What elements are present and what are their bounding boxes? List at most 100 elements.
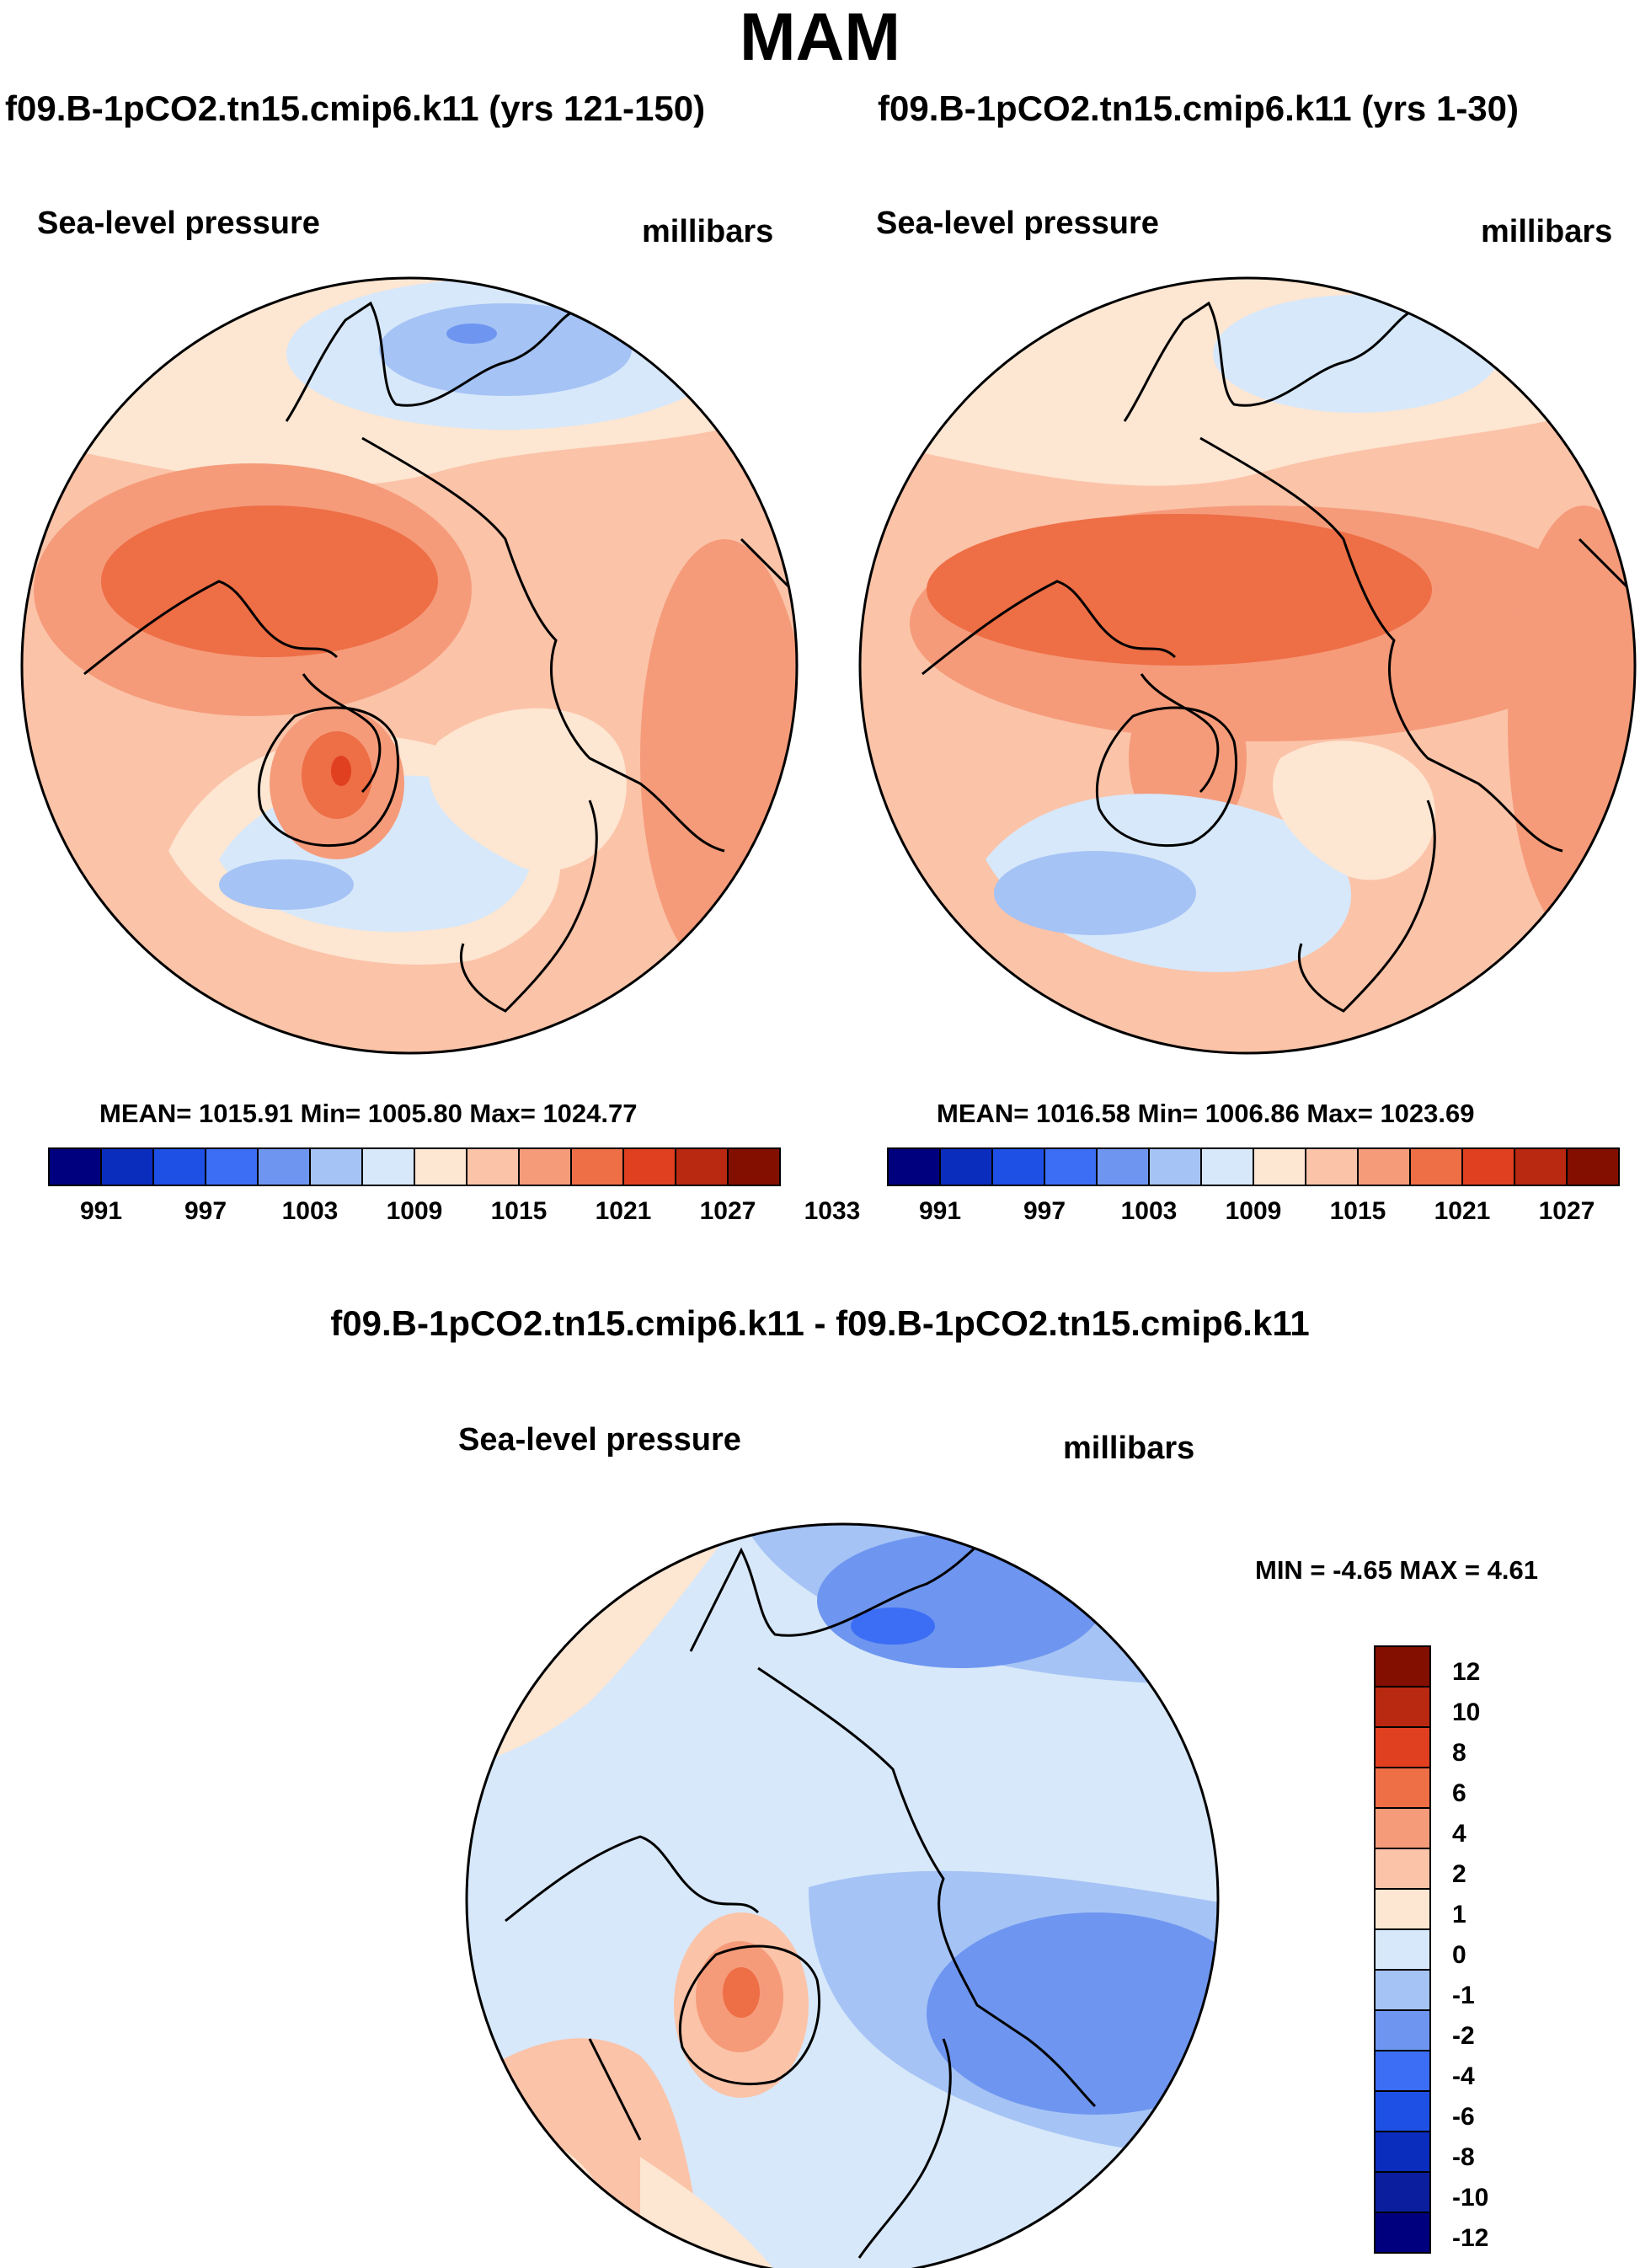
diff-units-label: millibars — [1063, 1431, 1195, 1466]
diff-colorbar-swatch — [1374, 1807, 1431, 1849]
diff-colorbar-tick-label: 10 — [1452, 1698, 1480, 1726]
left-colorbar-swatch — [100, 1147, 154, 1186]
right-colorbar-swatch — [1044, 1147, 1098, 1186]
right-colorbar-swatch — [1148, 1147, 1202, 1186]
right-map-fill — [860, 278, 1635, 1053]
right-coastlines — [921, 301, 1632, 1013]
diff-colorbar-swatch — [1374, 1686, 1431, 1728]
left-colorbar-tick-label: 1021 — [596, 1197, 652, 1225]
diff-colorbar-swatch — [1374, 1888, 1431, 1930]
left-colorbar-tick-label: 1033 — [804, 1197, 861, 1225]
diff-map — [465, 1522, 1220, 2268]
right-colorbar-swatch — [939, 1147, 993, 1186]
diff-colorbar-tick-label: -10 — [1452, 2184, 1488, 2212]
right-colorbar-swatch — [1200, 1147, 1254, 1186]
diff-colorbar-tick-label: -12 — [1452, 2224, 1488, 2252]
diff-colorbar-swatch — [1374, 1848, 1431, 1890]
left-colorbar-tick-label: 1027 — [700, 1197, 756, 1225]
right-colorbar-tick-label: 1003 — [1121, 1197, 1178, 1225]
diff-colorbar-tick-label: 8 — [1452, 1739, 1466, 1767]
right-colorbar-swatch — [887, 1147, 941, 1186]
left-stats: MEAN= 1015.91 Min= 1005.80 Max= 1024.77 — [99, 1099, 638, 1128]
left-panel-title: f09.B-1pCO2.tn15.cmip6.k11 (yrs 121-150) — [5, 88, 706, 128]
right-map — [858, 276, 1637, 1055]
right-colorbar-tick-label: 991 — [919, 1197, 961, 1225]
left-colorbar-swatch — [622, 1147, 676, 1186]
left-colorbar-swatch — [152, 1147, 206, 1186]
right-colorbar-swatch — [1305, 1147, 1359, 1186]
left-map — [20, 276, 799, 1055]
left-colorbar-tick-label: 991 — [80, 1197, 122, 1225]
left-map-boundary — [20, 276, 799, 1055]
diff-colorbar-swatch — [1374, 1767, 1431, 1809]
diff-colorbar-tick-label: 1 — [1452, 1901, 1466, 1928]
left-colorbar-tick-label: 1009 — [387, 1197, 443, 1225]
diff-colorbar-swatch — [1374, 2171, 1431, 2213]
left-colorbar-tick-label: 997 — [184, 1197, 227, 1225]
right-colorbar-tick-label: 1015 — [1330, 1197, 1386, 1225]
right-colorbar-swatch — [1096, 1147, 1150, 1186]
right-stats: MEAN= 1016.58 Min= 1006.86 Max= 1023.69 — [937, 1099, 1475, 1128]
diff-colorbar-swatch — [1374, 1928, 1431, 1971]
right-colorbar-tick-label: 997 — [1023, 1197, 1066, 1225]
left-colorbar-tick-label: 1015 — [491, 1197, 548, 1225]
left-colorbar-swatch — [257, 1147, 311, 1186]
diff-map-boundary — [465, 1522, 1220, 2268]
right-colorbar-swatch — [1357, 1147, 1411, 1186]
left-units-label: millibars — [642, 214, 774, 249]
figure-title: MAM — [739, 0, 901, 74]
right-variable-label: Sea-level pressure — [876, 206, 1159, 241]
right-colorbar-swatch — [991, 1147, 1045, 1186]
diff-colorbar-tick-label: -6 — [1452, 2103, 1475, 2131]
right-colorbar-swatch — [1514, 1147, 1568, 1186]
diff-colorbar-tick-label: 6 — [1452, 1779, 1466, 1807]
diff-colorbar-tick-label: -8 — [1452, 2143, 1475, 2171]
right-colorbar-swatch — [1461, 1147, 1515, 1186]
left-colorbar-swatch — [205, 1147, 259, 1186]
right-map-boundary — [858, 276, 1637, 1055]
diff-colorbar-swatch — [1374, 2212, 1431, 2254]
right-colorbar-tick-label: 1021 — [1434, 1197, 1491, 1225]
right-colorbar-tick-label: 1027 — [1539, 1197, 1595, 1225]
left-colorbar-swatch — [414, 1147, 467, 1186]
left-map-fill — [22, 278, 797, 1053]
right-colorbar-tick-label: 1009 — [1226, 1197, 1282, 1225]
left-colorbar-swatch — [466, 1147, 520, 1186]
diff-variable-label: Sea-level pressure — [458, 1422, 741, 1458]
left-colorbar-swatch — [675, 1147, 729, 1186]
diff-colorbar-swatch — [1374, 2050, 1431, 2092]
left-colorbar-swatch — [570, 1147, 624, 1186]
diff-map-fill — [467, 1524, 1218, 2268]
diff-colorbar-swatch — [1374, 1969, 1431, 2011]
right-colorbar-swatch — [1253, 1147, 1306, 1186]
left-colorbar-tick-label: 1003 — [282, 1197, 339, 1225]
left-colorbar-swatch — [48, 1147, 102, 1186]
diff-colorbar-tick-label: -2 — [1452, 2022, 1475, 2050]
diff-colorbar-swatch — [1374, 2009, 1431, 2051]
right-units-label: millibars — [1481, 214, 1613, 249]
diff-colorbar-tick-label: 12 — [1452, 1658, 1480, 1686]
left-colorbar-swatch — [727, 1147, 781, 1186]
diff-colorbar-tick-label: -4 — [1452, 2062, 1475, 2090]
diff-colorbar-swatch — [1374, 1645, 1431, 1688]
left-colorbar: 991 997 1003 1009 1015 1021 1027 1033 — [48, 1147, 861, 1225]
difference-title: f09.B-1pCO2.tn15.cmip6.k11 - f09.B-1pCO2… — [330, 1303, 1310, 1343]
diff-coastlines — [505, 1532, 1097, 2259]
left-coastlines — [83, 301, 793, 1013]
right-colorbar-swatch — [1566, 1147, 1620, 1186]
diff-colorbar-swatch — [1374, 2131, 1431, 2173]
diff-colorbar-tick-label: 0 — [1452, 1941, 1466, 1969]
diff-colorbar-tick-label: -1 — [1452, 1982, 1475, 2009]
diff-min-max: MIN = -4.65 MAX = 4.61 — [1255, 1555, 1538, 1585]
left-colorbar-swatch — [361, 1147, 415, 1186]
diff-colorbar-swatch — [1374, 2090, 1431, 2132]
right-panel-title: f09.B-1pCO2.tn15.cmip6.k11 (yrs 1-30) — [878, 88, 1520, 128]
right-colorbar-swatch — [1409, 1147, 1463, 1186]
left-colorbar-swatch — [518, 1147, 572, 1186]
left-variable-label: Sea-level pressure — [37, 206, 320, 241]
diff-colorbar-tick-label: 2 — [1452, 1860, 1466, 1888]
diff-colorbar-swatch — [1374, 1726, 1431, 1768]
